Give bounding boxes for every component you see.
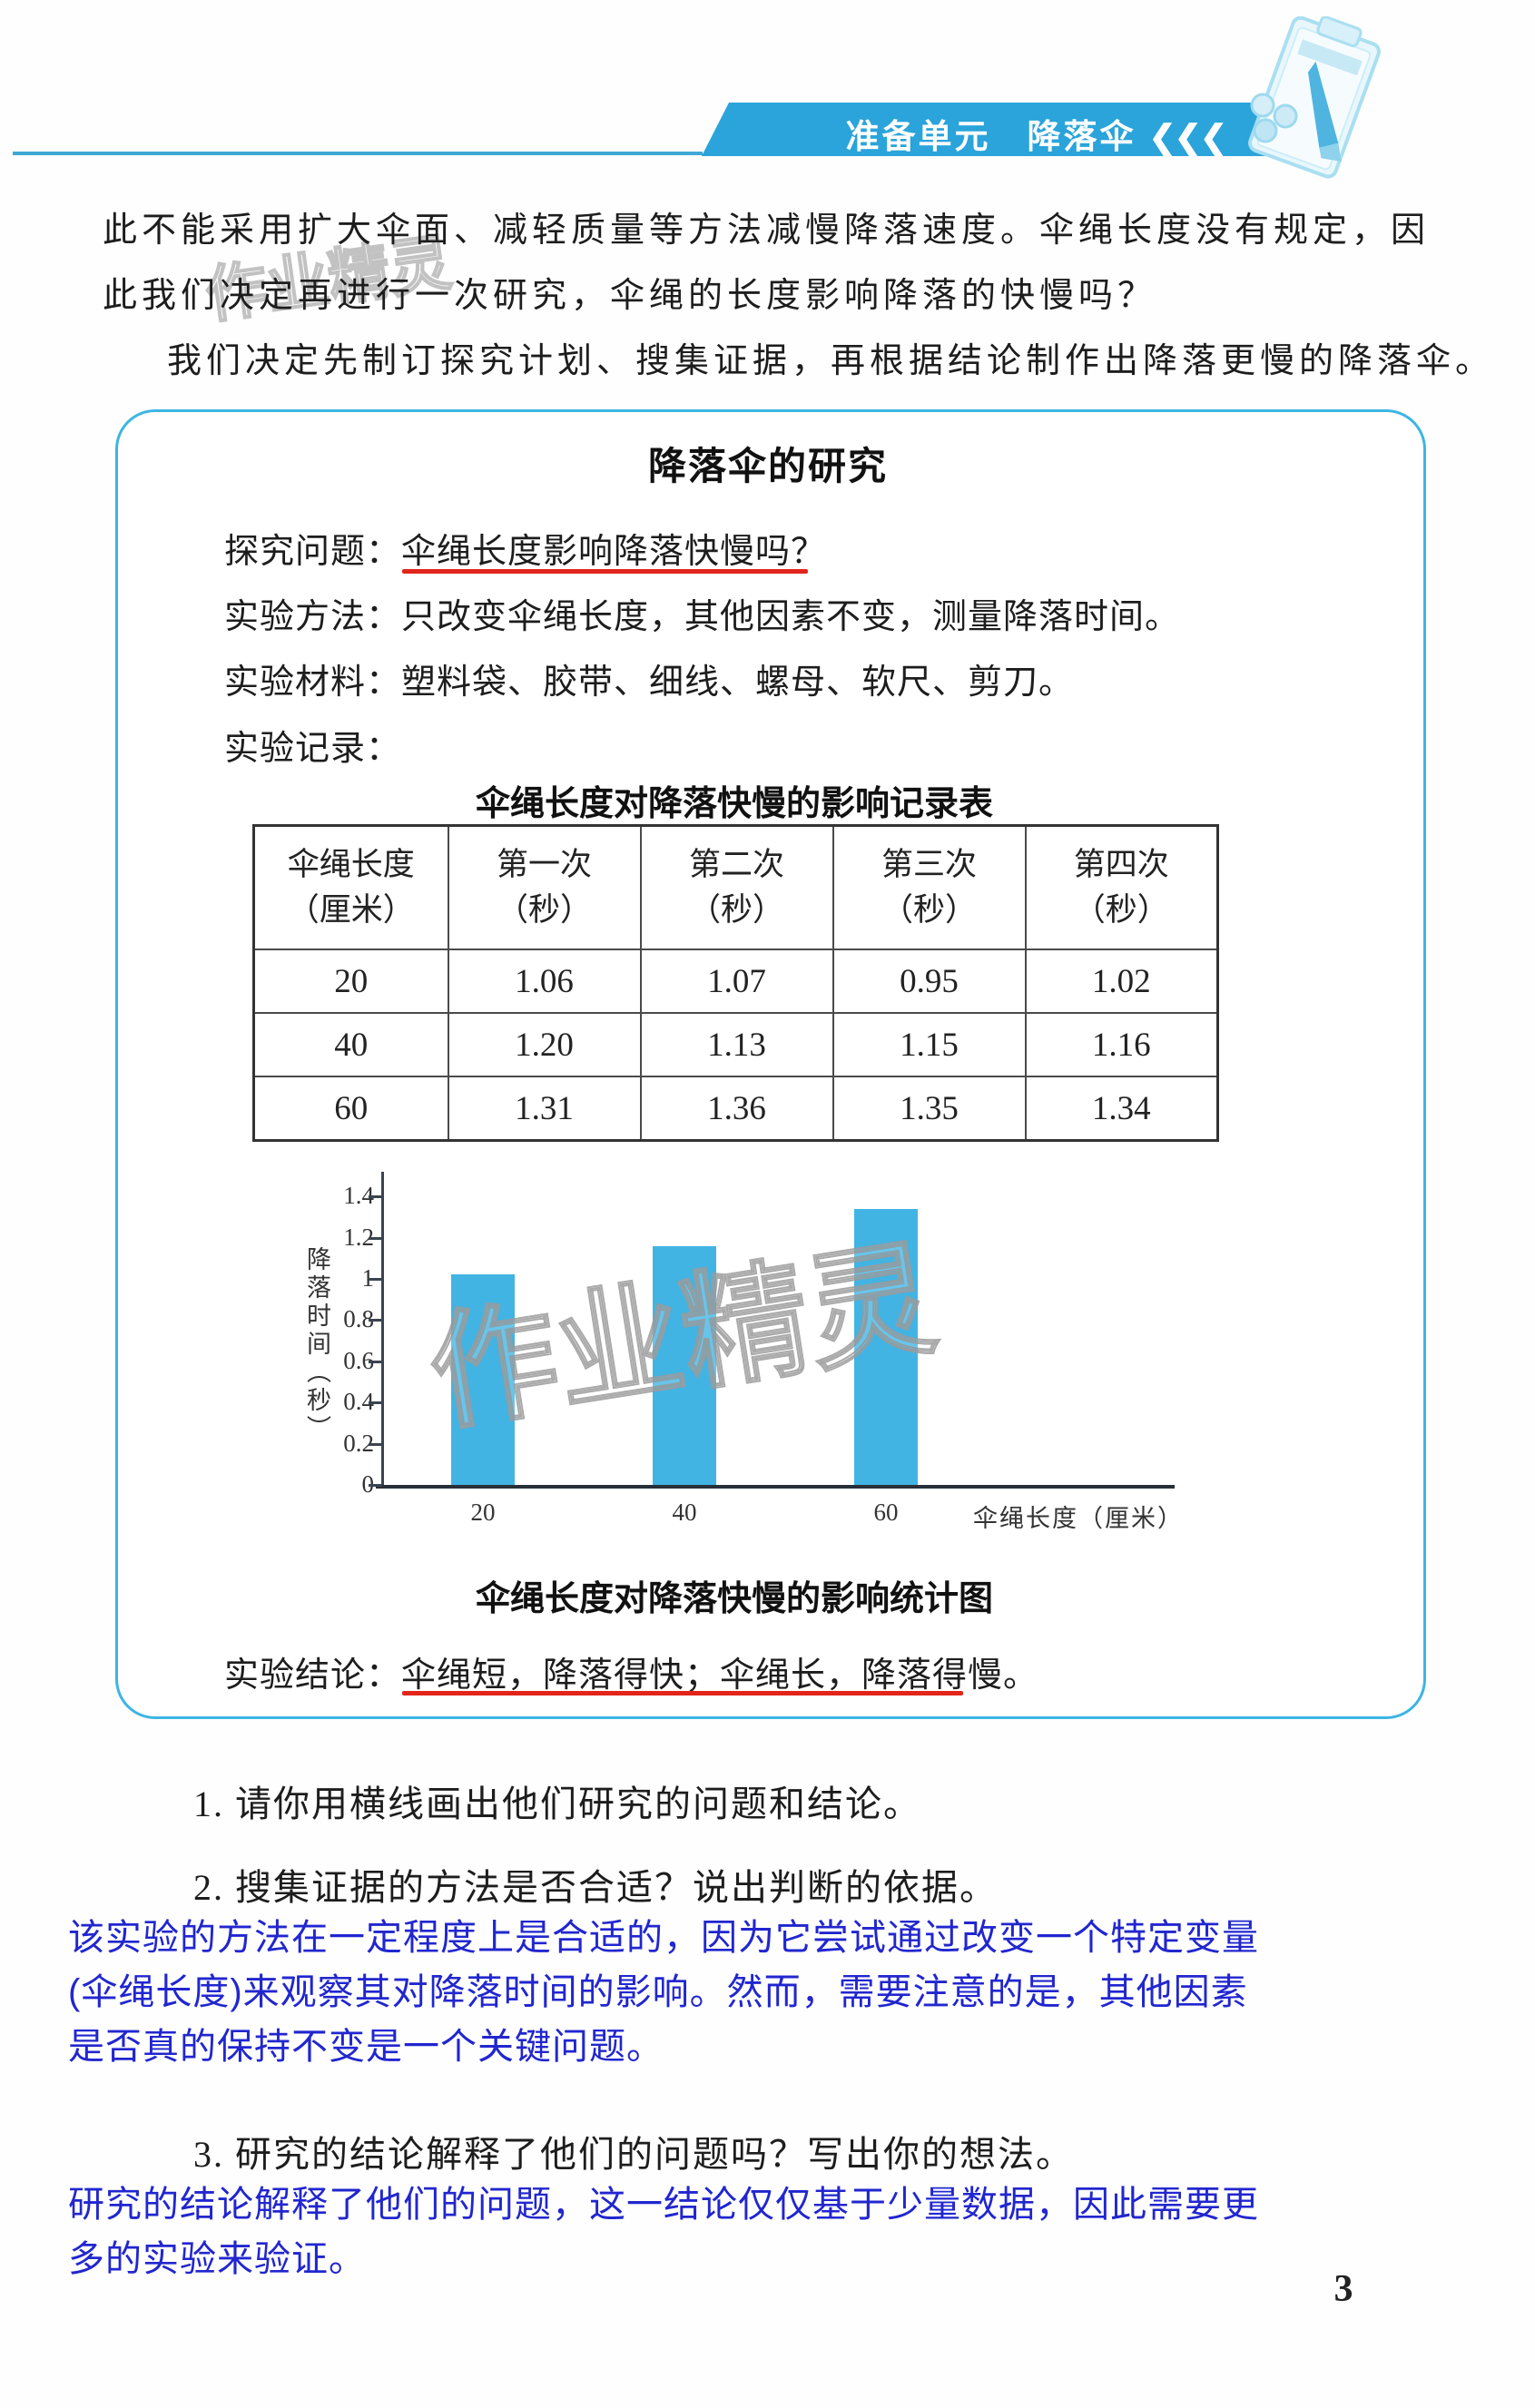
- y-tick-mark: [369, 1401, 382, 1405]
- col-header: 第一次 （秒）: [447, 824, 642, 950]
- answer-3-line: 多的实验来验证。: [68, 2239, 366, 2279]
- method-line: 实验方法：只改变伞绳长度，其他因素不变，测量降落时间。: [224, 588, 1180, 638]
- table-header-row: 伞绳长度 （厘米） 第一次 （秒） 第二次 （秒） 第三次 （秒） 第四次 （秒）: [252, 824, 1219, 950]
- y-tick-label: 0.4: [343, 1388, 374, 1416]
- answer-3-line: 研究的结论解释了他们的问题，这一结论仅仅基于少量数据，因此需要更: [68, 2185, 1259, 2225]
- record-table-title: 伞绳长度对降落快慢的影响记录表: [475, 785, 993, 823]
- x-tick-label: 20: [470, 1499, 496, 1526]
- y-tick-label: 1.4: [343, 1182, 374, 1210]
- table-row: 60 1.31 1.36 1.35 1.34: [252, 1076, 1219, 1142]
- y-axis-title: 降落时间（秒）: [303, 1246, 330, 1443]
- cell: 1.06: [447, 948, 642, 1014]
- header-banner-title: 准备单元 降落伞 ❮❮❮: [799, 109, 1227, 158]
- y-tick-mark: [369, 1360, 382, 1363]
- research-box-title: 降落伞的研究: [647, 445, 888, 487]
- conclusion-label: 实验结论：: [224, 1656, 402, 1695]
- question-text: 伞绳长度影响降落快慢吗？: [401, 533, 827, 571]
- y-tick-mark: [369, 1442, 382, 1446]
- question-3: 3. 研究的结论解释了他们的问题吗？写出你的想法。: [193, 2134, 1074, 2175]
- materials-label: 实验材料：: [224, 663, 402, 702]
- answer-2-line: 是否真的保持不变是一个关键问题。: [68, 2027, 664, 2067]
- col-header: 第三次 （秒）: [831, 824, 1027, 950]
- y-tick-mark: [369, 1195, 382, 1199]
- cell: 1.16: [1024, 1012, 1219, 1077]
- y-tick-mark: [369, 1278, 382, 1281]
- cell: 1.02: [1024, 948, 1219, 1014]
- method-text: 只改变伞绳长度，其他因素不变，测量降落时间。: [401, 598, 1181, 636]
- question-underline: [402, 569, 808, 574]
- chevrons-icon: ❮❮❮: [1148, 118, 1227, 155]
- chart-caption: 伞绳长度对降落快慢的影响统计图: [475, 1580, 993, 1618]
- research-question-line: 探究问题：伞绳长度影响降落快慢吗？: [224, 523, 826, 573]
- method-label: 实验方法：: [224, 598, 402, 636]
- intro-line-3: 我们决定先制订探究计划、搜集证据，再根据结论制作出降落更慢的降落伞。: [167, 342, 1495, 380]
- cell: 1.36: [639, 1076, 834, 1142]
- cell: 0.95: [831, 948, 1027, 1014]
- cell: 1.15: [831, 1012, 1027, 1077]
- question-2: 2. 搜集证据的方法是否合适？说出判断的依据。: [193, 1867, 998, 1908]
- y-tick-label: 0.2: [343, 1429, 374, 1457]
- page-number: 3: [1333, 2268, 1353, 2310]
- conclusion-line: 实验结论：伞绳短，降落得快；伞绳长，降落得慢。: [224, 1646, 1038, 1696]
- cell: 60: [252, 1076, 449, 1142]
- cell: 1.07: [639, 948, 834, 1014]
- intro-line-1: 此不能采用扩大伞面、减轻质量等方法减慢降落速度。伞绳长度没有规定，因: [103, 211, 1431, 250]
- x-axis-title: 伞绳长度（厘米）: [973, 1505, 1184, 1532]
- y-axis: [381, 1172, 384, 1488]
- x-tick-label: 40: [672, 1499, 697, 1526]
- cell: 1.34: [1024, 1076, 1219, 1142]
- col-header: 第四次 （秒）: [1024, 824, 1219, 950]
- bar-40: [653, 1246, 716, 1485]
- col-header: 第二次 （秒）: [639, 824, 834, 950]
- table-row: 20 1.06 1.07 0.95 1.02: [252, 948, 1219, 1014]
- col-header: 伞绳长度 （厘米）: [252, 824, 449, 950]
- y-tick-label: 0.8: [343, 1305, 374, 1333]
- intro-line-2: 此我们决定再进行一次研究，伞绳的长度影响降落的快慢吗？: [103, 277, 1157, 315]
- y-tick-label: 0: [309, 1470, 375, 1499]
- conclusion-text: 伞绳短，降落得快；伞绳长，降落得慢。: [401, 1656, 1039, 1695]
- y-tick-label: 0.6: [343, 1346, 374, 1374]
- cell: 1.35: [831, 1076, 1027, 1142]
- unit-label: 准备单元: [845, 118, 991, 155]
- cell: 1.20: [447, 1012, 642, 1077]
- record-label: 实验记录：: [224, 730, 402, 768]
- cell: 1.13: [639, 1012, 834, 1077]
- table-row: 40 1.20 1.13 1.15 1.16: [252, 1012, 1219, 1077]
- bar-60: [854, 1209, 918, 1485]
- conclusion-underline: [402, 1691, 963, 1695]
- y-tick-mark: [369, 1236, 382, 1240]
- bar-20: [451, 1274, 515, 1485]
- cell: 20: [252, 948, 449, 1014]
- section-title: 降落伞: [1027, 118, 1136, 155]
- bar-chart: 降落时间（秒） 伞绳长度（厘米） 0 0.2 0.4 0.6 0.8 1 1.2 1.4 20 4…: [254, 1166, 1198, 1557]
- y-tick-mark: [369, 1319, 382, 1322]
- cell: 40: [252, 1012, 449, 1077]
- y-tick-label: 1: [309, 1264, 375, 1292]
- record-table: 伞绳长度 （厘米） 第一次 （秒） 第二次 （秒） 第三次 （秒） 第四次 （秒） 20 …: [252, 824, 1219, 1142]
- materials-line: 实验材料：塑料袋、胶带、细线、螺母、软尺、剪刀。: [224, 654, 1074, 703]
- clipboard-pen-icon: [1248, 16, 1381, 179]
- question-label: 探究问题：: [224, 533, 402, 571]
- answer-2-line: (伞绳长度)来观察其对降落时间的影响。然而，需要注意的是，其他因素: [68, 1972, 1248, 2012]
- header-rule: [13, 152, 703, 155]
- cell: 1.31: [447, 1076, 642, 1142]
- x-tick-label: 60: [873, 1499, 899, 1526]
- y-tick-mark: [369, 1484, 382, 1487]
- y-tick-label: 1.2: [343, 1223, 374, 1251]
- answer-2-line: 该实验的方法在一定程度上是合适的，因为它尝试通过改变一个特定变量: [68, 1918, 1259, 1958]
- x-axis: [376, 1485, 1175, 1489]
- materials-text: 塑料袋、胶带、细线、螺母、软尺、剪刀。: [401, 663, 1075, 702]
- question-1: 1. 请你用横线画出他们研究的问题和结论。: [193, 1784, 921, 1824]
